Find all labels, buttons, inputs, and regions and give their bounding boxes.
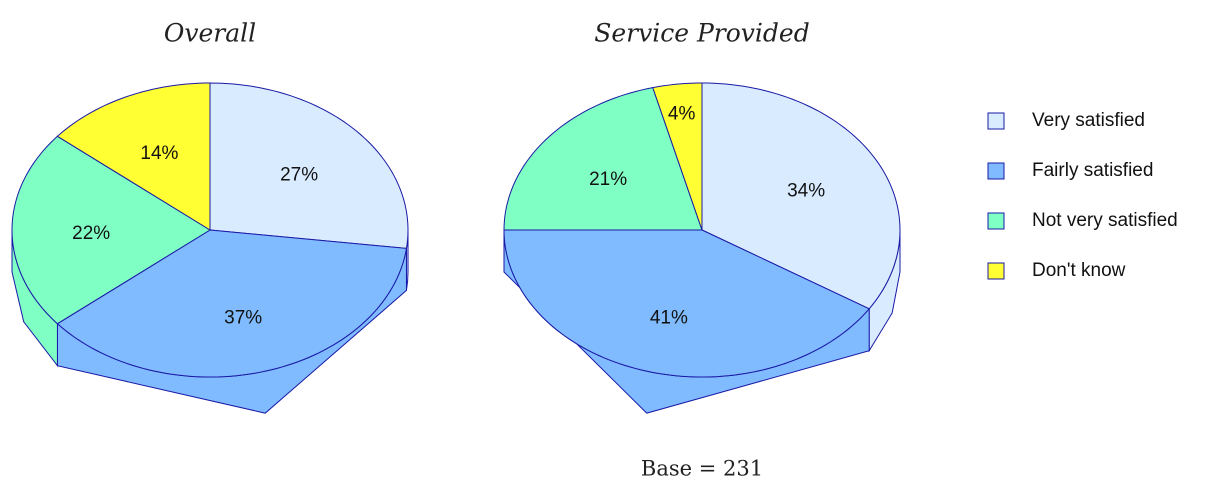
data-label: 14% [140, 143, 178, 164]
legend-label: Very satisfied [1032, 110, 1145, 131]
legend-label: Don't know [1032, 260, 1126, 281]
pie-slice [503, 229, 870, 378]
data-label: 27% [280, 165, 318, 186]
data-label: 22% [72, 223, 110, 244]
data-label: 21% [589, 169, 627, 190]
data-label: 34% [787, 181, 825, 202]
legend-swatch [987, 112, 1005, 130]
pie-slice [11, 135, 211, 325]
legend-swatch [987, 262, 1005, 280]
pie-slice [56, 82, 211, 231]
pie-slice [652, 82, 703, 231]
data-label: 37% [224, 308, 262, 329]
pie-slice [209, 82, 409, 249]
legend-label: Not very satisfied [1032, 210, 1178, 231]
pie-slice [56, 229, 408, 378]
legend-label: Fairly satisfied [1032, 160, 1153, 181]
annotation: Base = 231 [641, 457, 763, 481]
chart-title: Overall [164, 19, 256, 48]
legend-swatch [987, 212, 1005, 230]
data-label: 41% [650, 308, 688, 329]
pie-slice [701, 82, 901, 310]
chart-title: Service Provided [594, 19, 809, 48]
data-label: 4% [668, 103, 696, 124]
pie-slice [503, 87, 703, 231]
legend-swatch [987, 162, 1005, 180]
